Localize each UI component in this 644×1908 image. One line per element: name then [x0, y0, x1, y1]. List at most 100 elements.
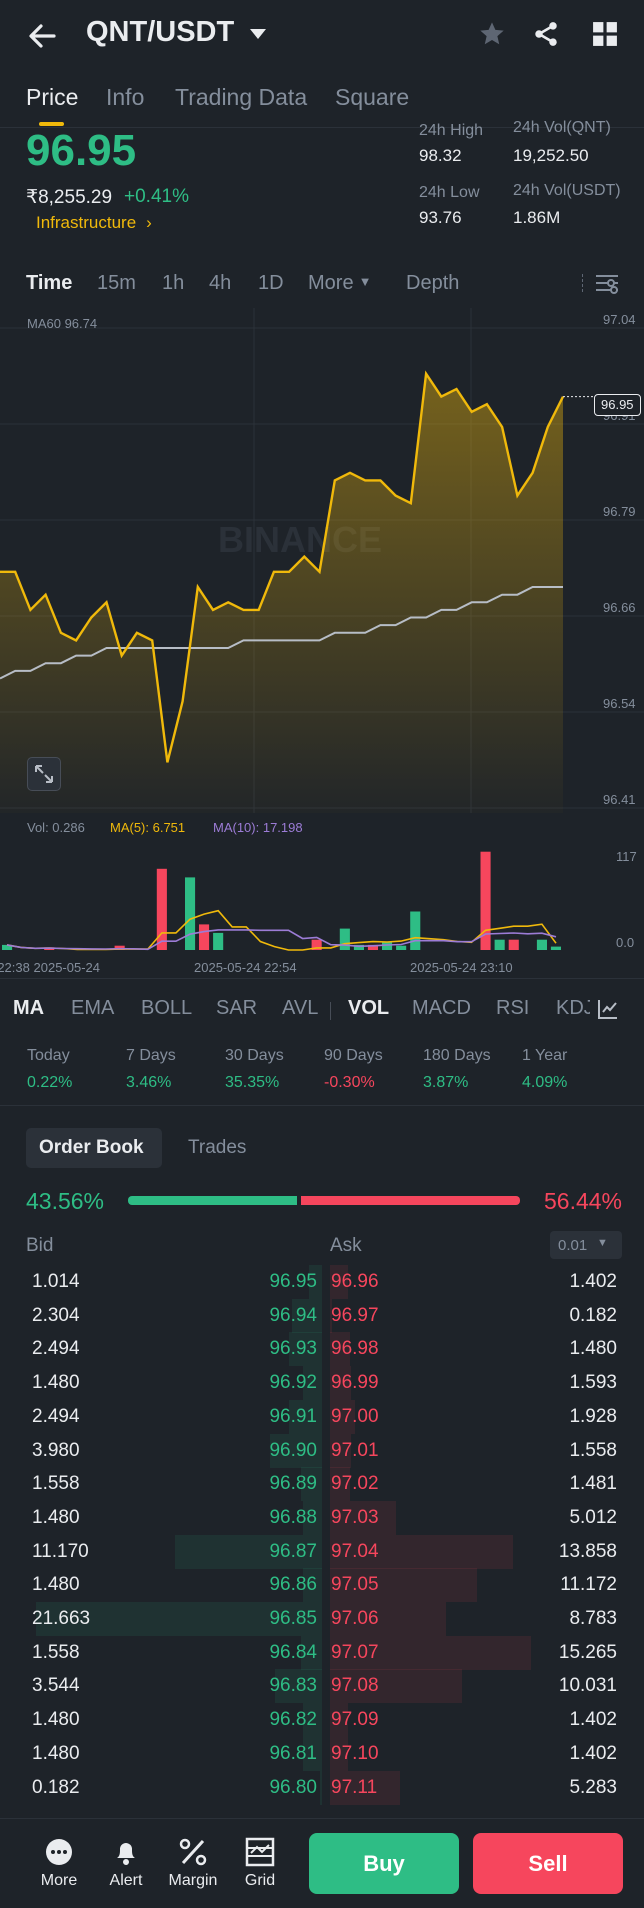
interval-more-label: More: [308, 272, 354, 294]
grid-bot-icon: [245, 1837, 275, 1867]
order-book-row[interactable]: 11.170 96.87 97.04 13.858: [0, 1534, 644, 1569]
bid-qty: 1.480: [32, 1742, 80, 1764]
order-book-row[interactable]: 1.480 96.82 97.09 1.402: [0, 1703, 644, 1738]
alert-button[interactable]: Alert: [96, 1836, 156, 1890]
price-change: +0.41%: [124, 186, 189, 207]
ask-depth-bar: [330, 1669, 463, 1704]
indicator-avl[interactable]: AVL: [282, 997, 319, 1019]
bid-qty: 3.544: [32, 1675, 80, 1697]
ask-depth-bar: [330, 1534, 513, 1569]
tab-trades[interactable]: Trades: [188, 1137, 247, 1158]
perf-value: 4.09%: [522, 1074, 568, 1091]
ask-qty: 15.265: [558, 1641, 617, 1663]
precision-select[interactable]: 0.01 ▼: [550, 1231, 622, 1259]
ma60-label: MA60 96.74: [27, 316, 98, 331]
margin-button[interactable]: Margin: [163, 1836, 223, 1890]
ma10-label: MA(10): 17.198: [213, 820, 303, 835]
more-button[interactable]: More: [29, 1836, 89, 1890]
order-book-row[interactable]: 0.182 96.80 97.11 5.283: [0, 1770, 644, 1805]
ratio-bar: [128, 1196, 520, 1205]
volume-axis-tick: 0.0: [616, 935, 634, 950]
indicator-rsi[interactable]: RSI: [496, 997, 530, 1019]
order-book-row[interactable]: 2.304 96.94 96.97 0.182: [0, 1298, 644, 1333]
interval-4h[interactable]: 4h: [209, 272, 232, 294]
indicator-kdj[interactable]: KDJ: [556, 997, 590, 1019]
bid-qty: 1.558: [32, 1473, 80, 1495]
order-book-row[interactable]: 2.494 96.91 97.00 1.928: [0, 1399, 644, 1434]
volume-bar: [339, 928, 350, 950]
grid-icon[interactable]: [592, 21, 618, 47]
ask-qty: 11.172: [560, 1574, 617, 1596]
bid-price: 96.85: [269, 1608, 317, 1629]
ask-qty: 10.031: [558, 1675, 617, 1697]
tab-info[interactable]: Info: [106, 84, 145, 110]
order-book-row[interactable]: 3.544 96.83 97.08 10.031: [0, 1669, 644, 1704]
volume-bar: [494, 939, 505, 950]
bid-qty: 11.170: [32, 1540, 89, 1562]
ask-ratio: 56.44%: [543, 1188, 622, 1214]
indicator-ema[interactable]: EMA: [71, 997, 115, 1019]
buy-button[interactable]: Buy: [309, 1833, 459, 1894]
interval-1d[interactable]: 1D: [258, 272, 284, 294]
divider: [0, 127, 644, 128]
indicator-boll[interactable]: BOLL: [141, 997, 193, 1019]
caret-down-icon[interactable]: [249, 28, 267, 40]
ask-price: 97.02: [331, 1473, 379, 1495]
indicator-settings-icon[interactable]: [596, 997, 620, 1021]
percent-icon: [179, 1838, 207, 1866]
perf-label: Today: [27, 1047, 70, 1064]
price-area: [0, 373, 563, 813]
tab-price[interactable]: Price: [26, 84, 79, 110]
volume-chart[interactable]: 117 0.0: [0, 845, 644, 957]
perf-label: 90 Days: [324, 1047, 383, 1064]
current-price-tag: 96.95: [594, 394, 641, 416]
perf-value: 35.35%: [225, 1074, 280, 1091]
order-book-row[interactable]: 1.480 96.92 96.99 1.593: [0, 1366, 644, 1401]
interval-time[interactable]: Time: [26, 272, 73, 294]
arrow-left-icon[interactable]: [26, 20, 58, 52]
order-book-row[interactable]: 1.480 96.88 97.03 5.012: [0, 1500, 644, 1535]
order-book-row[interactable]: 3.980 96.90 97.01 1.558: [0, 1433, 644, 1468]
order-book-row[interactable]: 2.494 96.93 96.98 1.480: [0, 1332, 644, 1367]
order-book-row[interactable]: 21.663 96.85 97.06 8.783: [0, 1602, 644, 1636]
indicator-vol[interactable]: VOL: [348, 997, 390, 1019]
last-price: 96.95: [26, 126, 137, 175]
indicator-macd[interactable]: MACD: [412, 997, 471, 1019]
settings-sliders-icon[interactable]: [594, 272, 620, 294]
margin-label: Margin: [168, 1872, 218, 1889]
sell-button[interactable]: Sell: [473, 1833, 623, 1894]
order-book-row[interactable]: 1.558 96.84 97.07 15.265: [0, 1635, 644, 1670]
tab-order-book[interactable]: Order Book: [26, 1128, 162, 1168]
order-book-row[interactable]: 1.558 96.89 97.02 1.481: [0, 1467, 644, 1502]
order-book-row[interactable]: 1.480 96.86 97.05 11.172: [0, 1568, 644, 1603]
interval-15m[interactable]: 15m: [97, 272, 136, 294]
expand-button[interactable]: [27, 757, 61, 791]
interval-1h[interactable]: 1h: [162, 272, 185, 294]
volume-bar: [508, 939, 519, 950]
order-book-row[interactable]: 1.014 96.95 96.96 1.402: [0, 1265, 644, 1299]
price-line: [0, 370, 565, 763]
perf-value: 3.46%: [126, 1074, 172, 1091]
star-icon[interactable]: [478, 20, 506, 48]
vol-label: Vol: 0.286: [27, 820, 85, 835]
bid-qty: 21.663: [32, 1608, 91, 1629]
bid-qty: 1.480: [32, 1709, 80, 1731]
indicator-ma[interactable]: MA: [13, 997, 45, 1019]
interval-more[interactable]: More ▼: [308, 272, 371, 295]
indicator-sar[interactable]: SAR: [216, 997, 258, 1019]
bid-price: 96.87: [269, 1540, 317, 1562]
volume-bar: [480, 851, 491, 950]
ask-depth-bar: [330, 1635, 532, 1670]
ratio-bid-fill: [128, 1196, 297, 1205]
tab-trading-data[interactable]: Trading Data: [175, 84, 308, 110]
tab-square[interactable]: Square: [335, 84, 410, 110]
category-tag[interactable]: Infrastructure ›: [36, 213, 152, 233]
volume-bar: [311, 939, 322, 950]
pair-title[interactable]: QNT/USDT: [86, 16, 235, 48]
interval-depth[interactable]: Depth: [406, 272, 460, 294]
grid-trading-button[interactable]: Grid: [230, 1836, 290, 1890]
share-icon[interactable]: [532, 20, 560, 48]
bid-price: 96.93: [269, 1338, 317, 1360]
order-book-row[interactable]: 1.480 96.81 97.10 1.402: [0, 1736, 644, 1771]
